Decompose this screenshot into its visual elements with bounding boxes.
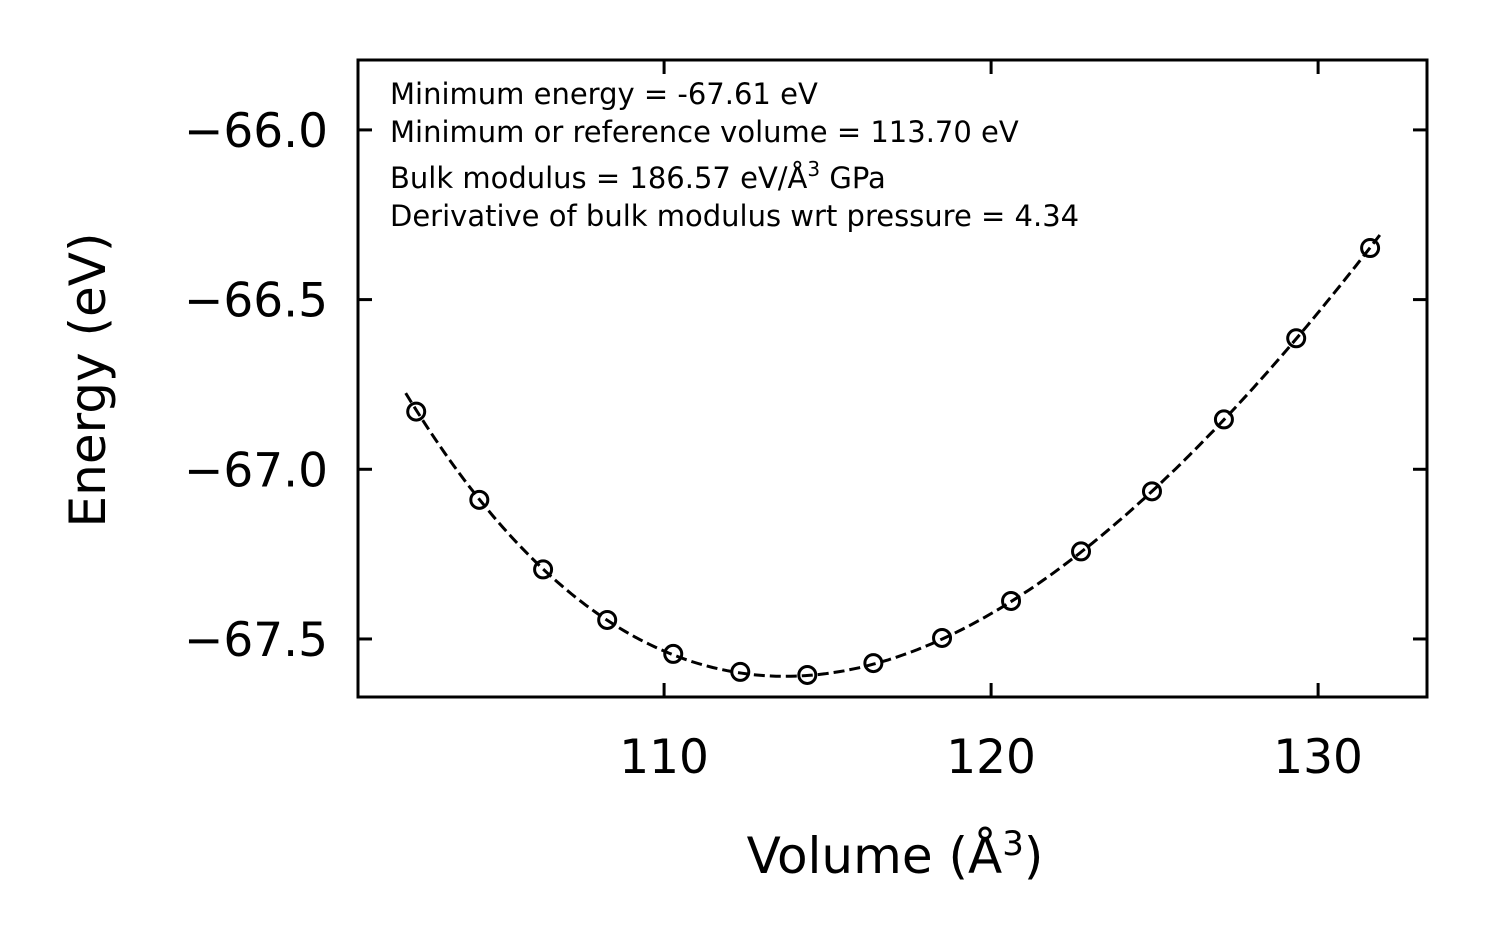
data-point [1071,541,1092,562]
data-point [597,609,618,630]
data-point [533,559,554,580]
x-axis-label-main: Volume (Å [747,827,1003,885]
y-axis-label: Energy (eV) [59,233,117,528]
data-point [406,401,427,422]
x-axis-label-end: ) [1024,827,1044,885]
data-point [469,489,490,510]
x-tick-label: 110 [619,730,709,785]
annotation-bulk-modulus-b: GPa [820,161,886,195]
data-point [932,627,953,648]
annotation-bulk-modulus-a: Bulk modulus = 186.57 eV/Å [390,161,808,195]
y-tick-label: −67.0 [184,443,328,498]
annotation-min-volume: Minimum or reference volume = 113.70 eV [390,115,1019,149]
data-point [663,643,684,664]
x-axis-label-sup: 3 [1002,824,1024,864]
fit-curve [404,233,1382,678]
data-point [1141,481,1162,502]
x-tick-label: 130 [1273,730,1363,785]
x-axis-label: Volume (Å3) [747,824,1044,885]
data-point [1213,409,1234,430]
annotation-min-energy: Minimum energy = -67.61 eV [390,77,818,111]
plot-frame [356,58,1429,699]
data-point [797,664,818,685]
annotation-box: Minimum energy = -67.61 eV Minimum or re… [390,77,1079,233]
data-point [1360,238,1381,259]
y-tick-label: −67.5 [184,613,328,668]
y-tick-label: −66.5 [184,274,328,329]
data-point [1001,590,1022,611]
annotation-bulk-derivative: Derivative of bulk modulus wrt pressure … [390,199,1079,233]
x-tick-label: 120 [946,730,1036,785]
data-point [730,661,751,682]
annotation-bulk-modulus-sup: 3 [807,157,820,181]
annotation-bulk-modulus: Bulk modulus = 186.57 eV/Å3 GPa [390,157,886,195]
data-point [863,653,884,674]
data-point [1286,328,1307,349]
y-tick-label: −66.0 [184,104,328,159]
